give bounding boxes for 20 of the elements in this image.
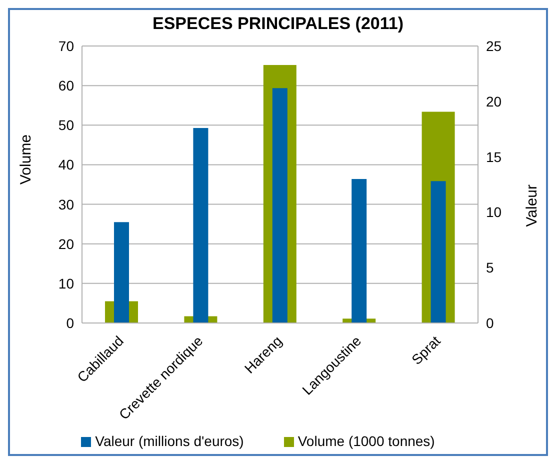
chart-title: ESPECES PRINCIPALES (2011): [152, 13, 404, 34]
y2-axis-title: Valeur: [523, 184, 540, 227]
y2-tick-label: 20: [486, 93, 502, 110]
y2-tick-label: 15: [486, 148, 502, 165]
y-tick-label: 10: [58, 275, 74, 292]
y-axis-title: Volume: [17, 134, 34, 184]
y-tick-label: 40: [58, 156, 74, 173]
y2-tick-label: 5: [486, 260, 494, 276]
y-tick-label: 0: [66, 314, 74, 331]
y-tick-label: 30: [58, 196, 74, 212]
y-tick-label: 60: [58, 78, 74, 94]
legend-label: Valeur (millions d'euros): [95, 433, 244, 449]
legend-label: Volume (1000 tonnes): [298, 433, 435, 449]
bar: [430, 181, 446, 323]
y-tick-label: 20: [58, 236, 74, 252]
y2-tick-label: 10: [486, 204, 502, 220]
y2-tick-label: 0: [486, 314, 494, 331]
y-tick-label: 70: [58, 38, 74, 54]
y-tick-label: 50: [58, 117, 74, 134]
y2-tick-label: 25: [486, 38, 502, 54]
